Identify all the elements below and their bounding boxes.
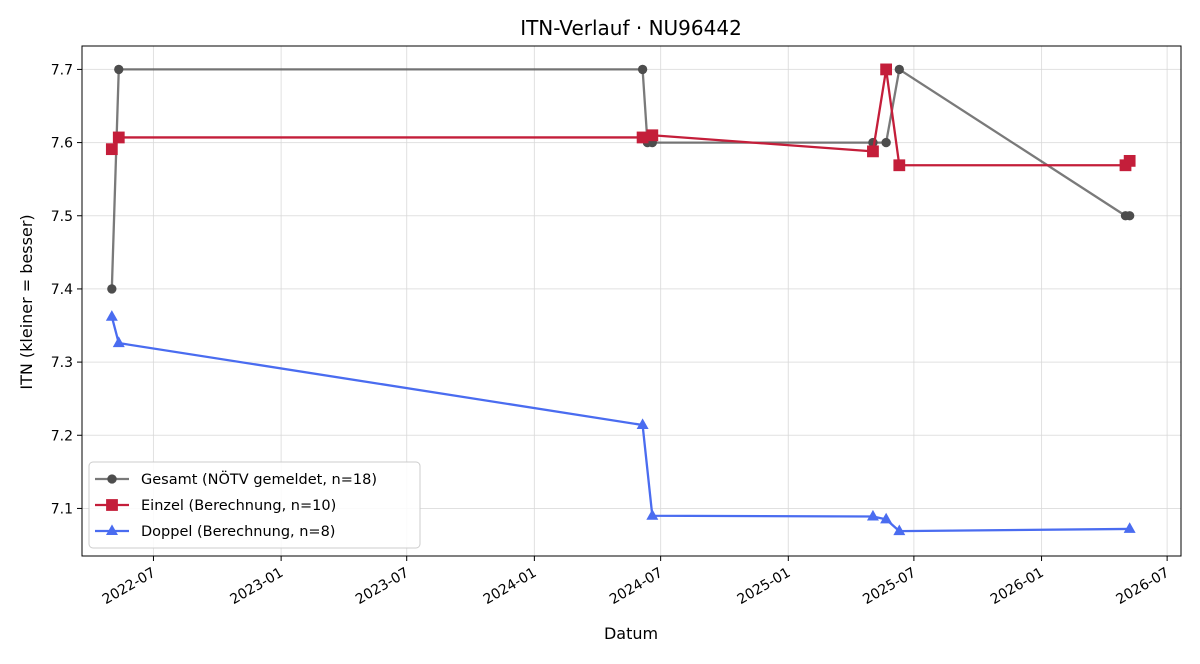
plot-frame	[81, 45, 1182, 557]
data-point	[646, 509, 659, 520]
legend-label: Doppel (Berechnung, n=8)	[141, 524, 335, 540]
data-point	[636, 131, 649, 144]
legend-label: Gesamt (NÖTV gemeldet, n=18)	[141, 470, 377, 488]
legend-item-1: Gesamt (NÖTV gemeldet, n=18)	[95, 470, 377, 488]
data-point	[112, 131, 125, 144]
data-point	[893, 524, 906, 536]
data-point	[880, 63, 893, 76]
data-point	[894, 64, 904, 75]
data-point	[867, 145, 879, 158]
data-point	[105, 310, 118, 321]
data-point	[636, 418, 649, 430]
data-point	[1124, 211, 1135, 221]
y-tick-label: 7.6	[51, 136, 73, 152]
y-tick-label: 7.1	[51, 501, 73, 517]
legend-item-2: Einzel (Berechnung, n=10)	[95, 498, 336, 514]
data-point	[646, 129, 659, 142]
legend-item-3: Doppel (Berechnung, n=8)	[95, 524, 335, 540]
legend-swatch-marker	[106, 524, 118, 535]
data-point	[866, 509, 879, 521]
y-tick-label: 7.4	[51, 282, 73, 298]
data-point	[112, 336, 125, 348]
series-2	[105, 63, 1136, 172]
data-point	[881, 137, 891, 148]
y-axis-label: ITN (kleiner = besser)	[17, 214, 36, 389]
legend-swatch-marker	[106, 499, 118, 511]
data-point	[114, 64, 124, 75]
data-point	[893, 159, 906, 172]
series-layer	[105, 63, 1136, 536]
y-tick-label: 7.7	[51, 62, 73, 78]
x-axis-label: Datum	[604, 624, 658, 643]
chart-title: ITN-Verlauf · NU96442	[520, 16, 742, 40]
data-point	[105, 143, 118, 156]
y-tick-label: 7.2	[51, 428, 73, 444]
data-point	[107, 284, 117, 294]
data-point	[1123, 154, 1136, 167]
y-tick-label: 7.3	[51, 355, 73, 371]
grid-layer	[82, 46, 1181, 556]
legend-label: Einzel (Berechnung, n=10)	[141, 498, 336, 514]
series-3	[105, 310, 1136, 536]
legend-swatch-marker	[107, 474, 117, 484]
legend-box	[88, 461, 421, 549]
legend: Gesamt (NÖTV gemeldet, n=18) Einzel (Bere…	[88, 461, 421, 549]
data-point	[880, 512, 893, 524]
data-point	[1123, 522, 1136, 533]
y-tick-label: 7.5	[51, 209, 73, 225]
data-point	[637, 64, 648, 75]
